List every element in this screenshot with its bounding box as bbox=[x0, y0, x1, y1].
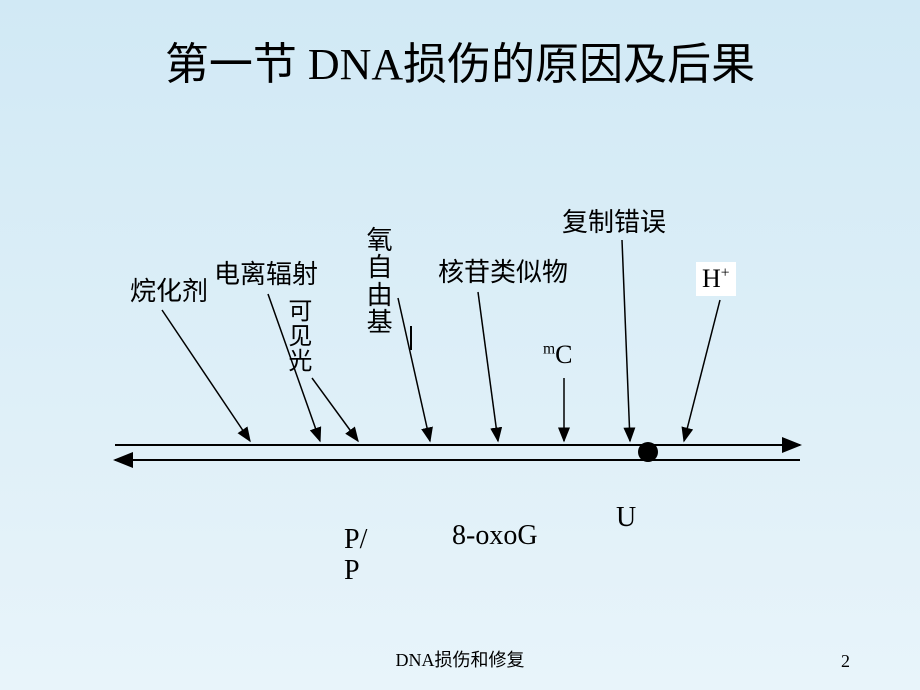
cause-arrows bbox=[162, 240, 720, 441]
diagram-svg bbox=[0, 0, 920, 690]
page-number: 2 bbox=[841, 651, 850, 672]
damage-dot bbox=[638, 442, 658, 462]
footer-text: DNA损伤和修复 bbox=[0, 646, 920, 672]
dna-strand bbox=[115, 445, 800, 460]
